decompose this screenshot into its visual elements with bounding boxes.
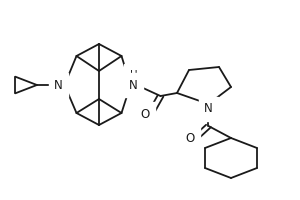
Text: N: N xyxy=(54,79,63,92)
Text: H: H xyxy=(130,70,137,80)
Text: N: N xyxy=(204,102,213,116)
Text: N: N xyxy=(129,79,138,92)
Text: O: O xyxy=(140,108,149,120)
Text: O: O xyxy=(185,132,194,146)
